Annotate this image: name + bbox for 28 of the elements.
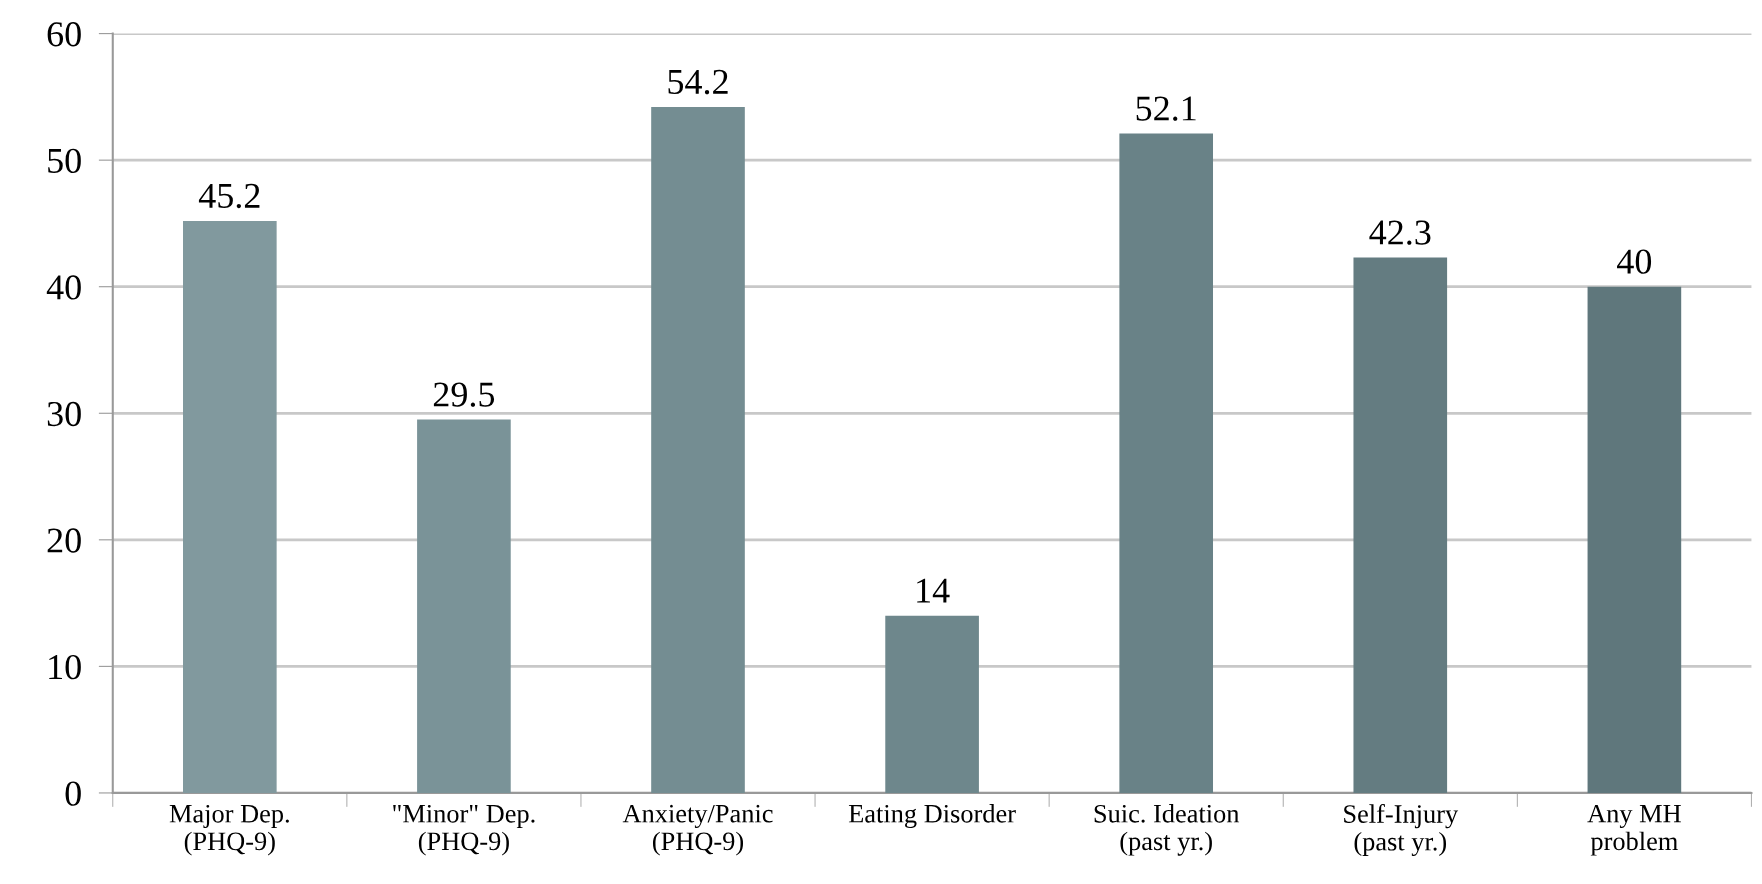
x-tick-label: Major Dep. (PHQ-9) — [169, 804, 289, 856]
y-tick-label: 10 — [49, 654, 81, 680]
x-tick-label: Eating Disorder — [848, 804, 1016, 829]
data-label: 40 — [1617, 249, 1652, 274]
bar — [183, 220, 277, 793]
x-tick-label: Suic. Ideation (past yr.) — [1094, 804, 1240, 856]
y-tick-label: 40 — [46, 275, 81, 300]
bar — [417, 419, 511, 793]
bar — [1353, 257, 1448, 793]
y-tick-label: 0 — [65, 781, 81, 806]
x-tick-label: Anxiety/Panic (PHQ-9) — [622, 804, 773, 856]
data-label: 54.2 — [668, 69, 728, 95]
y-tick-label: 60 — [47, 22, 81, 47]
y-tick-label: 20 — [47, 528, 81, 553]
bar — [1119, 133, 1214, 793]
y-tick-label: 30 — [47, 401, 81, 427]
data-label: 29.5 — [433, 382, 495, 407]
y-tick-label: 50 — [48, 148, 81, 174]
x-tick-label: Any MH problem — [1587, 804, 1681, 856]
data-label: 42.3 — [1369, 220, 1431, 245]
bar — [651, 107, 745, 793]
data-label: 52.1 — [1136, 96, 1196, 121]
data-label: 45.2 — [198, 183, 260, 209]
data-label: 14 — [917, 578, 950, 603]
bar — [1587, 286, 1682, 793]
x-tick-label: "Minor" Dep. (PHQ-9) — [393, 804, 535, 856]
x-tick-label: Self-Injury (past yr.) — [1344, 804, 1459, 856]
bar — [885, 615, 979, 793]
